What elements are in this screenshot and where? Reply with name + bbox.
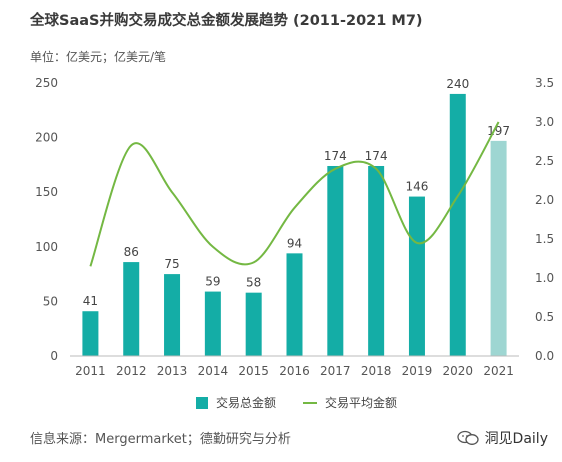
y-right-tick-label: 0.0	[535, 349, 554, 363]
y-right-tick-label: 1.0	[535, 271, 554, 285]
bar-data-label: 59	[205, 275, 220, 289]
bar-data-label: 94	[287, 236, 302, 250]
bar	[449, 93, 466, 357]
y-left-tick-label: 100	[35, 240, 58, 254]
bar	[490, 140, 507, 356]
bar-data-label: 58	[246, 276, 261, 290]
bar-data-label: 174	[324, 149, 347, 163]
bar	[327, 165, 344, 356]
bar	[123, 262, 140, 356]
bar-data-label: 240	[446, 77, 469, 91]
bar	[368, 165, 385, 356]
bar	[164, 274, 181, 356]
bar	[82, 311, 99, 356]
bar-data-label: 75	[164, 257, 179, 271]
series-line-average-amount	[89, 121, 500, 267]
legend: 交易总金额 交易平均金额	[0, 394, 562, 412]
y-left-tick-label: 150	[35, 185, 58, 199]
bar	[408, 196, 425, 356]
brand: 洞见Daily	[456, 428, 548, 448]
y-right-tick-label: 1.5	[535, 232, 554, 246]
x-tick-label: 2012	[116, 364, 147, 378]
x-tick-label: 2015	[238, 364, 269, 378]
legend-line-swatch	[303, 401, 317, 404]
x-tick-label: 2011	[75, 364, 106, 378]
legend-line-label: 交易平均金额	[325, 396, 398, 410]
y-left-tick-label: 200	[35, 131, 58, 145]
bar-data-label: 174	[365, 149, 388, 163]
brand-name: 洞见Daily	[484, 431, 548, 447]
x-tick-label: 2021	[483, 364, 514, 378]
bar-data-label: 86	[124, 245, 139, 259]
x-tick-label: 2014	[198, 364, 229, 378]
x-tick-label: 2013	[157, 364, 188, 378]
y-right-tick-label: 2.0	[535, 193, 554, 207]
x-tick-label: 2016	[279, 364, 310, 378]
x-tick-label: 2018	[361, 364, 392, 378]
legend-bar-swatch	[196, 396, 208, 409]
bar-data-label: 146	[406, 180, 429, 194]
x-tick-label: 2020	[442, 364, 473, 378]
bar	[245, 292, 262, 356]
legend-item-line: 交易平均金额	[303, 394, 397, 411]
source-text: 信息来源：Mergermarket；德勤研究与分析	[30, 432, 291, 447]
y-right-tick-label: 3.5	[535, 76, 554, 90]
x-tick-label: 2017	[320, 364, 351, 378]
bar	[204, 291, 221, 356]
bar-data-label: 41	[83, 294, 98, 308]
y-left-tick-label: 0	[50, 349, 58, 363]
y-right-tick-label: 0.5	[535, 310, 554, 324]
bar	[286, 253, 303, 356]
y-left-tick-label: 50	[43, 294, 58, 308]
y-right-tick-label: 2.5	[535, 154, 554, 168]
y-right-tick-label: 3.0	[535, 115, 554, 129]
chart-title: 全球SaaS并购交易成交总金额发展趋势 (2011-2021 M7)	[30, 13, 423, 29]
legend-bar-label: 交易总金额	[216, 396, 277, 410]
legend-item-bars: 交易总金额	[196, 394, 276, 411]
unit-label: 单位：亿美元；亿美元/笔	[30, 50, 167, 64]
x-tick-label: 2019	[402, 364, 433, 378]
y-left-tick-label: 250	[35, 76, 58, 90]
chat-bubble-icon	[456, 430, 479, 445]
